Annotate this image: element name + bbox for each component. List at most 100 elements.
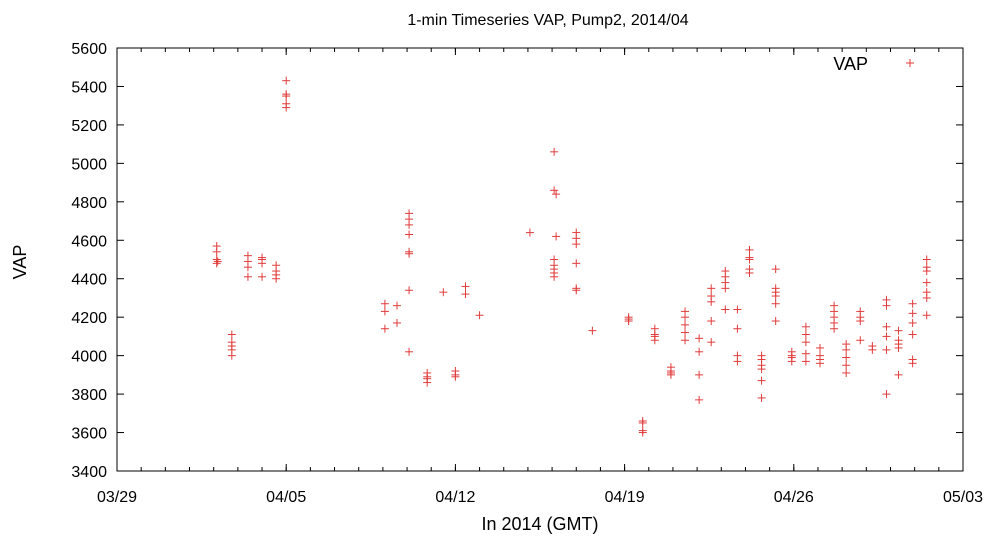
data-point [212, 259, 221, 268]
data-point [922, 293, 931, 302]
data-point [451, 372, 460, 381]
data-point [392, 301, 401, 310]
data-point [282, 103, 291, 112]
data-point [392, 318, 401, 327]
data-point [695, 395, 704, 404]
data-point [882, 301, 891, 310]
data-point [380, 307, 389, 316]
data-point [695, 334, 704, 343]
data-point [908, 309, 917, 318]
legend: VAP [833, 54, 914, 74]
y-tick-label: 4400 [71, 272, 107, 289]
x-tick-label: 04/19 [605, 489, 645, 506]
data-point [681, 313, 690, 322]
data-point [882, 332, 891, 341]
data-point [475, 311, 484, 320]
plot-frame [116, 47, 964, 472]
x-tick-label: 03/29 [97, 489, 137, 506]
data-point [681, 336, 690, 345]
y-tick-label: 5000 [71, 156, 107, 173]
data-point [461, 282, 470, 291]
data-point [801, 330, 810, 339]
data-point [882, 390, 891, 399]
data-point [721, 284, 730, 293]
data-point [894, 343, 903, 352]
data-point [243, 263, 252, 272]
data-point [666, 370, 675, 379]
data-point [624, 317, 633, 326]
data-point [227, 351, 236, 360]
data-point [707, 338, 716, 347]
data-point [856, 336, 865, 345]
x-tick-label: 05/03 [943, 489, 983, 506]
data-point [272, 274, 281, 283]
data-point [908, 330, 917, 339]
data-point [771, 299, 780, 308]
data-point [815, 359, 824, 368]
data-point [757, 376, 766, 385]
data-point [721, 305, 730, 314]
data-point [922, 255, 931, 264]
data-point [801, 357, 810, 366]
x-axis: 03/29 04/05 04/12 04/19 04/26 05/03 [97, 48, 983, 506]
data-point [745, 255, 754, 264]
data-point [745, 268, 754, 277]
vap-series [212, 76, 931, 437]
y-tick-label: 3600 [71, 426, 107, 443]
data-point [439, 288, 448, 297]
data-point [922, 278, 931, 287]
data-point [227, 330, 236, 339]
data-point [212, 247, 221, 256]
data-point [757, 393, 766, 402]
data-point [572, 240, 581, 249]
y-tick-label: 4200 [71, 310, 107, 327]
data-point [868, 345, 877, 354]
y-tick-label: 4600 [71, 233, 107, 250]
data-point [405, 220, 414, 229]
data-point [552, 232, 561, 241]
data-point [681, 320, 690, 329]
data-point [830, 324, 839, 333]
data-point [695, 347, 704, 356]
data-point [771, 265, 780, 274]
data-point [695, 370, 704, 379]
data-point [525, 228, 534, 237]
data-point [707, 317, 716, 326]
data-point [922, 267, 931, 276]
data-point [882, 345, 891, 354]
y-tick-label: 5600 [71, 41, 107, 58]
data-point [922, 311, 931, 320]
y-axis-title: VAP [10, 245, 30, 280]
data-point [815, 343, 824, 352]
data-point [707, 297, 716, 306]
data-point [572, 286, 581, 295]
data-point [638, 418, 647, 427]
data-point [650, 336, 659, 345]
legend-marker-plus [906, 59, 914, 67]
data-point [550, 186, 559, 195]
data-point [908, 299, 917, 308]
data-point [771, 317, 780, 326]
x-tick-label: 04/05 [266, 489, 306, 506]
y-tick-label: 4000 [71, 349, 107, 366]
data-point [552, 190, 561, 199]
data-point [550, 272, 559, 281]
data-point [908, 318, 917, 327]
data-point [681, 328, 690, 337]
data-point [733, 357, 742, 366]
data-point [243, 272, 252, 281]
data-point [733, 324, 742, 333]
y-tick-label: 5200 [71, 118, 107, 135]
data-point [745, 245, 754, 254]
data-point [405, 286, 414, 295]
data-point [801, 322, 810, 331]
data-point [638, 428, 647, 437]
legend-marker-vap [906, 59, 914, 67]
data-point [380, 299, 389, 308]
data-point [894, 326, 903, 335]
data-point [842, 361, 851, 370]
data-point [801, 338, 810, 347]
data-point [801, 349, 810, 358]
data-point [757, 365, 766, 374]
